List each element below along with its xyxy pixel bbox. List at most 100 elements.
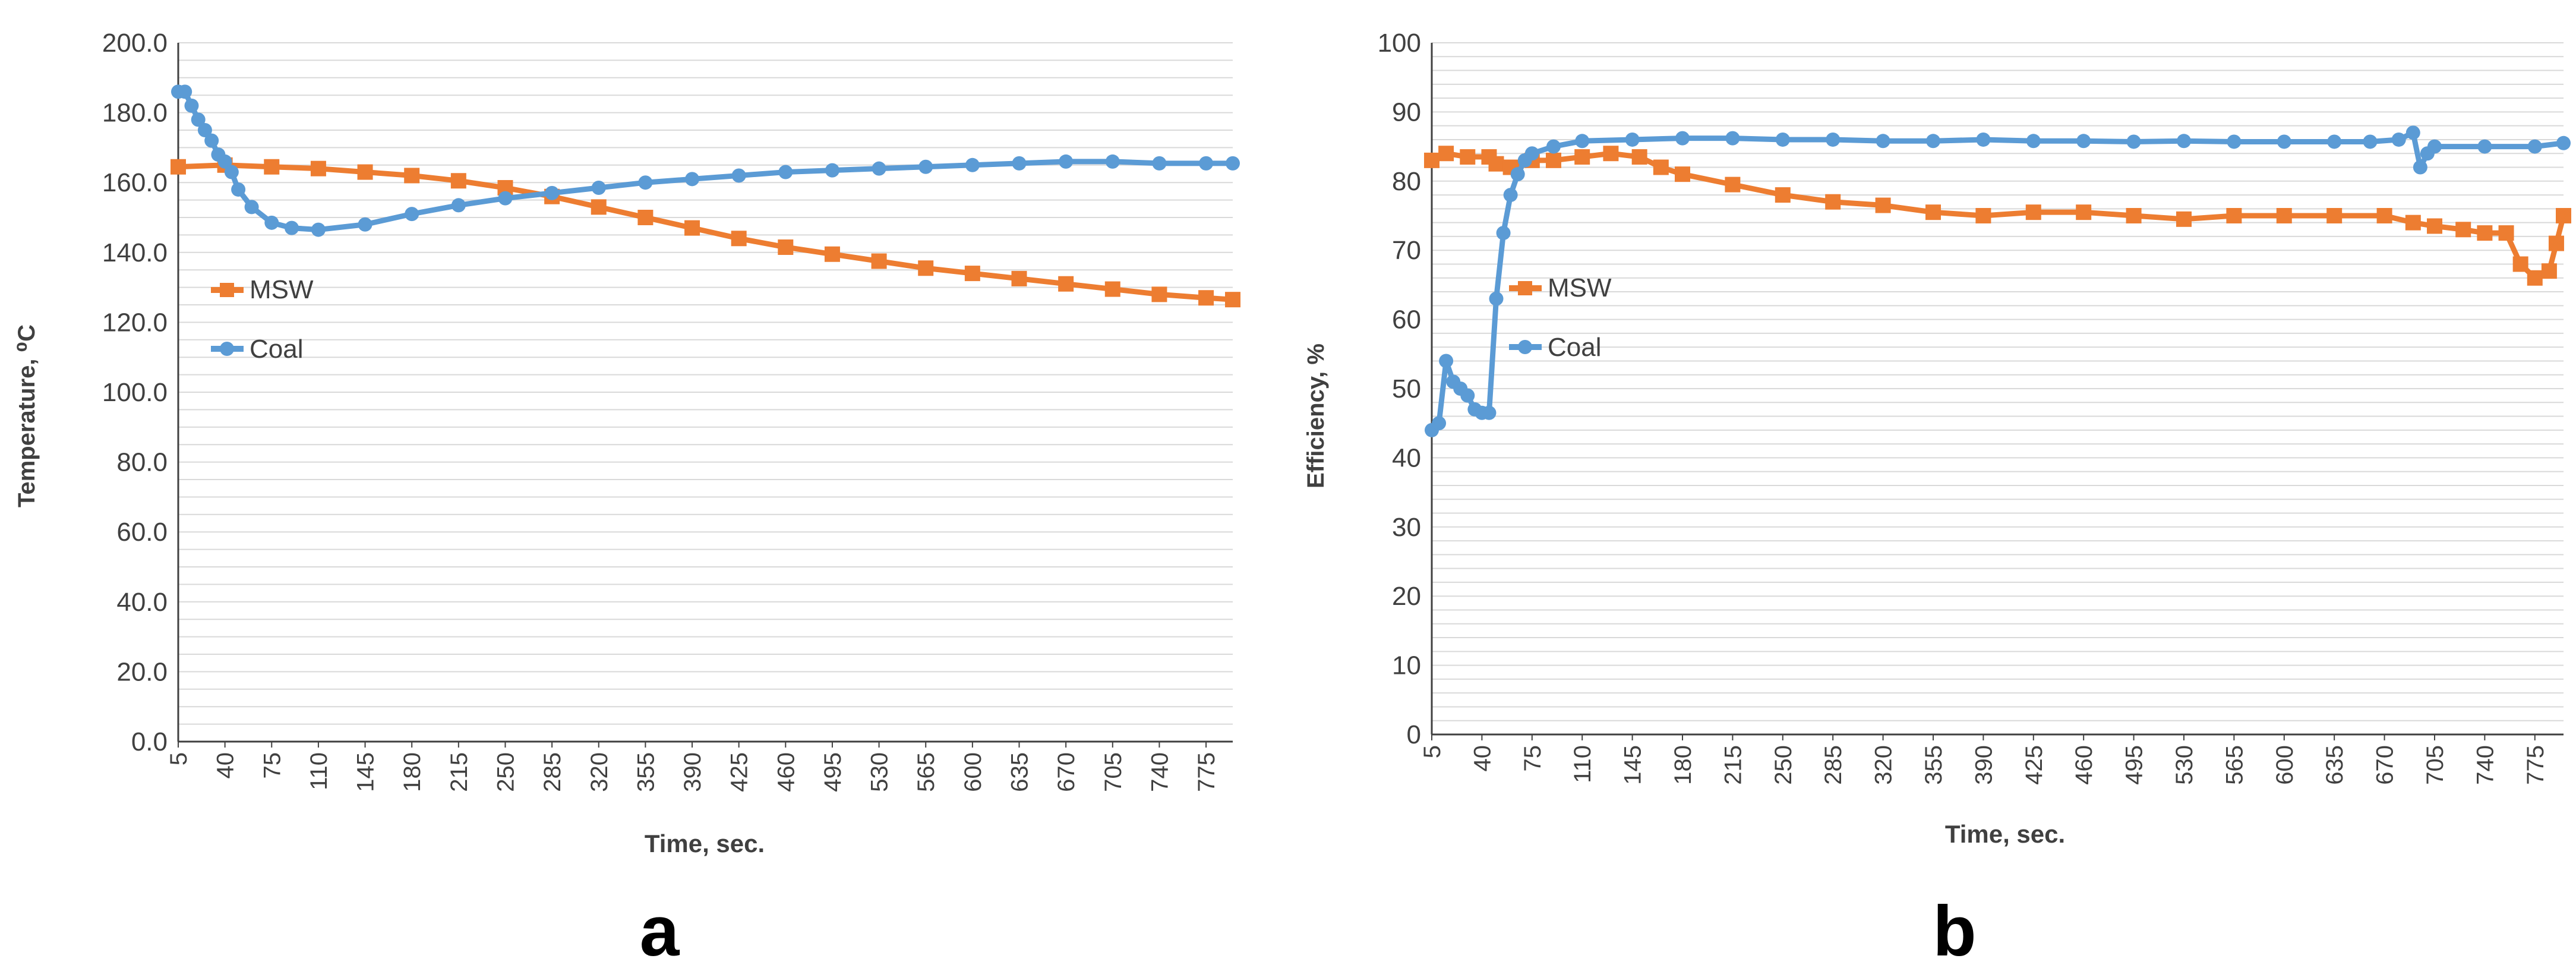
data-point-msw (450, 173, 466, 189)
data-point-coal (2527, 139, 2542, 154)
y-tick-label: 20.0 (116, 657, 168, 686)
x-tick-label: 320 (1871, 745, 1897, 785)
data-point-coal (231, 182, 246, 197)
data-point-coal (358, 217, 372, 232)
y-tick-label: 100.0 (102, 378, 168, 407)
data-point-msw (310, 160, 326, 176)
data-point-msw (2477, 225, 2493, 241)
x-tick-label: 390 (1971, 745, 1997, 785)
data-point-coal (1199, 156, 1214, 171)
x-tick-label: 495 (820, 752, 846, 792)
data-point-coal (217, 154, 232, 169)
y-tick-label: 40 (1392, 443, 1421, 472)
x-tick-label: 355 (633, 752, 659, 792)
x-tick-label: 110 (306, 752, 332, 790)
data-point-msw (778, 239, 794, 255)
data-point-coal (2427, 139, 2442, 154)
chart-b-y-axis-title: Efficiency, % (1303, 343, 1329, 488)
data-point-coal (1059, 154, 1074, 169)
x-tick-label: 635 (1007, 752, 1033, 792)
data-point-msw (171, 159, 186, 175)
y-tick-label: 160.0 (102, 168, 168, 197)
data-point-coal (2391, 132, 2406, 147)
data-point-coal (1510, 167, 1525, 182)
legend-msw-label: MSW (1548, 273, 1612, 302)
x-tick-label: 285 (539, 752, 566, 792)
x-tick-label: 670 (2372, 745, 2398, 785)
x-tick-label: 40 (213, 752, 239, 779)
data-point-msw (2426, 218, 2442, 234)
series-line-coal (175, 89, 1236, 233)
x-tick-label: 215 (1720, 745, 1746, 785)
data-point-msw (2226, 208, 2242, 223)
data-point-coal (1012, 156, 1027, 171)
y-tick-label: 140.0 (102, 238, 168, 267)
data-point-coal (1976, 132, 1991, 147)
data-point-coal (191, 112, 206, 127)
data-point-msw (264, 159, 280, 175)
chart-a-x-axis-title: Time, sec. (645, 830, 765, 857)
data-point-coal (918, 159, 933, 174)
data-point-msw (2512, 256, 2528, 272)
data-point-msw (1104, 281, 1120, 297)
y-tick-label: 80 (1392, 167, 1421, 196)
x-tick-label: 250 (493, 752, 519, 792)
data-point-coal (591, 181, 606, 196)
legend-msw-label: MSW (250, 275, 314, 304)
x-tick-label: 670 (1053, 752, 1079, 792)
data-point-msw (1825, 194, 1841, 210)
y-tick-label: 100 (1378, 29, 1421, 58)
data-point-coal (2413, 160, 2427, 175)
legend-coal-marker (220, 342, 234, 356)
x-tick-label: 145 (353, 752, 379, 792)
data-point-msw (2326, 208, 2343, 223)
data-point-msw (1460, 149, 1476, 165)
data-point-coal (965, 157, 980, 172)
data-point-msw (1198, 290, 1214, 306)
panel-b-label: b (1933, 891, 1976, 968)
data-point-coal (1546, 139, 1561, 154)
data-point-msw (1775, 187, 1791, 203)
data-point-coal (405, 207, 419, 222)
chart-b-legend: MSW Coal (1509, 273, 1612, 362)
data-point-msw (2455, 222, 2471, 238)
data-point-coal (1496, 226, 1511, 241)
x-tick-label: 320 (586, 752, 613, 792)
x-tick-label: 425 (2021, 745, 2047, 785)
y-tick-label: 90 (1392, 97, 1421, 127)
data-point-coal (1925, 134, 1940, 149)
x-tick-label: 740 (2472, 745, 2498, 785)
y-tick-label: 50 (1392, 374, 1421, 403)
data-point-msw (2276, 208, 2292, 223)
data-point-coal (1876, 134, 1890, 149)
x-tick-label: 740 (1147, 752, 1173, 792)
data-point-coal (1625, 132, 1640, 147)
chart-a-series (171, 84, 1240, 308)
chart-a-x-ticks: 5 40 75 110 145 180 215 250 285 320 355 390 425 460 49… (166, 742, 1220, 792)
data-point-coal (2277, 134, 2291, 149)
data-point-msw (2541, 263, 2557, 279)
data-point-msw (2498, 225, 2514, 241)
x-tick-label: 565 (2221, 745, 2247, 785)
data-point-coal (1775, 132, 1790, 147)
chart-a-y-axis-title: Temperature, ⁰C (14, 324, 40, 507)
data-point-coal (1226, 156, 1240, 171)
data-point-msw (1058, 276, 1074, 292)
data-point-msw (731, 231, 747, 247)
x-tick-label: 110 (1570, 745, 1596, 783)
panel-a-label: a (640, 891, 680, 968)
data-point-msw (2126, 208, 2142, 223)
x-tick-label: 775 (1194, 752, 1220, 792)
data-point-coal (2363, 134, 2378, 149)
y-tick-label: 200.0 (102, 29, 168, 58)
data-point-coal (1725, 131, 1740, 146)
data-point-msw (1875, 197, 1891, 213)
data-point-coal (451, 198, 466, 213)
chart-b-x-ticks: 5 40 75 110 145 180 215 250 285 320 355 390 425 460 49… (1419, 734, 2549, 785)
data-point-msw (1424, 152, 1439, 168)
y-tick-label: 40.0 (116, 588, 168, 617)
data-point-coal (197, 123, 212, 137)
legend-msw-marker (1518, 281, 1532, 295)
